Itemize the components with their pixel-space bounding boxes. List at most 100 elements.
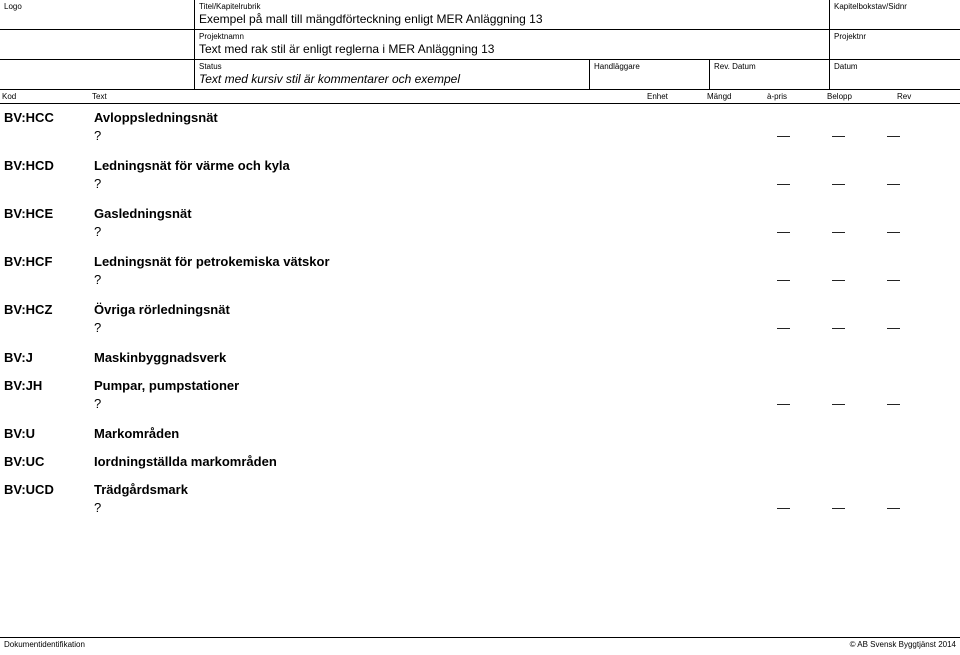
row-text: Trädgårdsmark: [94, 482, 960, 497]
col-rev: Rev: [895, 90, 960, 103]
row-kod: BV:J: [0, 350, 94, 365]
table-row: BV:HCFLedningsnät för petrokemiska vätsk…: [0, 254, 960, 272]
dash: —: [887, 396, 900, 411]
row-text: Iordningställda markområden: [94, 454, 960, 469]
status-value: Text med kursiv stil är kommentarer och …: [199, 71, 585, 87]
dash: —: [887, 320, 900, 335]
dash: —: [832, 396, 845, 411]
row-text: Avloppsledningsnät: [94, 110, 960, 125]
column-headers: Kod Text Enhet Mängd à-pris Belopp Rev: [0, 90, 960, 104]
row-text: Övriga rörledningsnät: [94, 302, 960, 317]
table-row: BV:JMaskinbyggnadsverk: [0, 350, 960, 368]
dash: —: [887, 272, 900, 287]
projektnamn-value: Text med rak stil är enligt reglerna i M…: [199, 41, 825, 57]
dash: —: [777, 128, 790, 143]
handlaggare-label: Handläggare: [594, 62, 705, 71]
header-row-3: Status Text med kursiv stil är kommentar…: [0, 60, 960, 90]
dash: —: [887, 176, 900, 191]
dash: —: [887, 128, 900, 143]
row-dashes: — — —: [777, 272, 960, 287]
col-apris: à-pris: [765, 90, 825, 103]
col-mangd: Mängd: [705, 90, 765, 103]
row-dashes: — — —: [777, 224, 960, 239]
dash: —: [832, 500, 845, 515]
dash: —: [832, 320, 845, 335]
table-row: BV:UMarkområden: [0, 426, 960, 444]
row-kod: BV:UC: [0, 454, 94, 469]
titel-label: Titel/Kapitelrubrik: [199, 2, 825, 11]
row-question: ?: [94, 128, 614, 143]
dash: —: [832, 224, 845, 239]
table-subrow: ? — — —: [0, 128, 960, 146]
row-kod: BV:HCE: [0, 206, 94, 221]
col-kod: Kod: [0, 90, 90, 103]
row-kod: BV:U: [0, 426, 94, 441]
row-spacer: [0, 444, 960, 454]
titel-value: Exempel på mall till mängdförteckning en…: [199, 11, 825, 27]
row-text: Maskinbyggnadsverk: [94, 350, 960, 365]
table-subrow: ? — — —: [0, 500, 960, 518]
status-label: Status: [199, 62, 585, 71]
revdatum-label: Rev. Datum: [714, 62, 825, 71]
row-question: ?: [94, 396, 614, 411]
kapitel-label: Kapitelbokstav/Sidnr: [834, 2, 956, 11]
row-text: Ledningsnät för petrokemiska vätskor: [94, 254, 960, 269]
dash: —: [832, 128, 845, 143]
dash: —: [777, 224, 790, 239]
dash: —: [777, 176, 790, 191]
col-enhet: Enhet: [645, 90, 705, 103]
row-dashes: — — —: [777, 320, 960, 335]
row-question: ?: [94, 272, 614, 287]
row-dashes: — — —: [777, 396, 960, 411]
row-kod: BV:HCZ: [0, 302, 94, 317]
dash: —: [777, 396, 790, 411]
row-dashes: — — —: [777, 500, 960, 515]
col-text: Text: [90, 90, 645, 103]
table-row: BV:HCCAvloppsledningsnät: [0, 110, 960, 128]
row-question: ?: [94, 224, 614, 239]
table-row: BV:UCDTrädgårdsmark: [0, 482, 960, 500]
table-row: BV:HCZÖvriga rörledningsnät: [0, 302, 960, 320]
dash: —: [777, 272, 790, 287]
table-subrow: ? — — —: [0, 320, 960, 338]
dash: —: [777, 320, 790, 335]
table-row: BV:HCEGasledningsnät: [0, 206, 960, 224]
row-dashes: — — —: [777, 176, 960, 191]
table-subrow: ? — — —: [0, 396, 960, 414]
row-dashes: — — —: [777, 128, 960, 143]
footer-left: Dokumentidentifikation: [4, 640, 85, 649]
page: Logo Titel/Kapitelrubrik Exempel på mall…: [0, 0, 960, 655]
table-subrow: ? — — —: [0, 272, 960, 290]
row-spacer: [0, 368, 960, 378]
row-question: ?: [94, 500, 614, 515]
col-belopp: Belopp: [825, 90, 895, 103]
logo-label: Logo: [4, 2, 190, 11]
projektnr-label: Projektnr: [834, 32, 956, 41]
row-question: ?: [94, 176, 614, 191]
row-kod: BV:HCF: [0, 254, 94, 269]
projektnamn-label: Projektnamn: [199, 32, 825, 41]
header-row-2: Projektnamn Text med rak stil är enligt …: [0, 30, 960, 60]
row-kod: BV:HCC: [0, 110, 94, 125]
datum-label: Datum: [834, 62, 956, 71]
dash: —: [832, 176, 845, 191]
row-kod: BV:JH: [0, 378, 94, 393]
table-subrow: ? — — —: [0, 176, 960, 194]
table-row: BV:JHPumpar, pumpstationer: [0, 378, 960, 396]
table-subrow: ? — — —: [0, 224, 960, 242]
row-text: Pumpar, pumpstationer: [94, 378, 960, 393]
row-spacer: [0, 472, 960, 482]
footer-right: © AB Svensk Byggtjänst 2014: [850, 640, 956, 649]
row-text: Ledningsnät för värme och kyla: [94, 158, 960, 173]
table-row: BV:HCDLedningsnät för värme och kyla: [0, 158, 960, 176]
dash: —: [777, 500, 790, 515]
row-text: Gasledningsnät: [94, 206, 960, 221]
dash: —: [887, 500, 900, 515]
header-row-1: Logo Titel/Kapitelrubrik Exempel på mall…: [0, 0, 960, 30]
dash: —: [832, 272, 845, 287]
row-question: ?: [94, 320, 614, 335]
row-kod: BV:UCD: [0, 482, 94, 497]
footer: Dokumentidentifikation © AB Svensk Byggt…: [0, 637, 960, 649]
dash: —: [887, 224, 900, 239]
body-area: BV:HCCAvloppsledningsnät?———BV:HCDLednin…: [0, 104, 960, 518]
